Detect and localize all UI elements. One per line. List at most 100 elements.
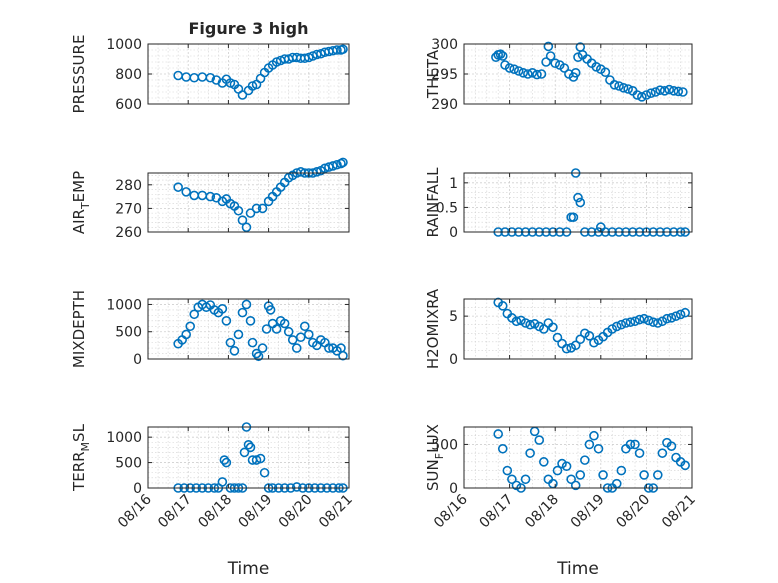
data-point [584,439,595,450]
x-tick-label: 08/20 [613,492,653,532]
series-mixdepth [173,299,348,362]
data-point [497,51,508,61]
data-point [283,326,294,337]
data-point [671,311,681,321]
series-theta [491,41,688,102]
data-point [575,334,586,345]
data-point [621,318,631,328]
axes-box [147,172,350,233]
x-tick-label: 08/21 [659,492,699,532]
data-point [552,332,563,343]
data-point [646,88,656,98]
data-point [221,316,232,326]
data-point [189,309,200,320]
data-point [513,66,524,76]
data-point [504,63,515,73]
subplot-h2omixra: 0 5 H2OMIXRA [424,288,693,369]
data-point [225,337,236,348]
data-point [497,443,508,454]
x-tick-label: 08/17 [477,492,517,532]
data-point [575,197,586,208]
data-point [639,470,649,480]
data-point [185,321,196,332]
x-axis-label: Time [556,559,599,579]
data-point [518,68,529,78]
data-point [495,49,506,60]
y-axis-label: SUNFLUX [424,424,446,491]
data-point [634,314,645,325]
data-point [570,68,581,78]
data-point [630,439,640,450]
data-point [245,316,256,326]
data-point [221,457,232,468]
data-point [332,45,342,55]
data-point [259,467,270,478]
data-point [241,222,252,233]
data-point [243,439,254,450]
data-point [573,192,583,203]
data-point [205,72,216,83]
data-point [680,307,690,318]
x-tick-label: 08/16 [431,491,471,531]
subplot-terr_msl: 0 500 1000 TERRMSL 08/16 08/17 08/18 08/19 08/20… [70,422,356,579]
data-point [600,67,611,77]
data-point [659,86,670,96]
data-point [614,81,624,91]
series-pressure [173,44,348,100]
subplot-pressure: 600 800 1000 PRESSURE Figure 3 high [70,19,350,113]
x-tick-label: 08/16 [115,491,155,531]
y-tick-label: 1 [449,176,458,192]
data-point [239,447,250,458]
data-point [548,322,558,333]
data-point [630,316,640,327]
data-point [652,470,663,480]
data-point [655,85,665,95]
data-point [580,455,590,465]
data-point [589,430,599,441]
y-tick-label: 1000 [106,297,142,313]
data-point [561,343,572,354]
x-tick-label: 08/21 [316,492,356,532]
y-tick-label: 0 [449,481,458,497]
data-point [253,351,264,362]
data-point [637,92,647,102]
data-point [652,318,663,328]
data-point [299,321,310,332]
data-point [662,313,672,324]
y-tick-label: 0 [133,481,142,497]
data-point [219,455,230,465]
y-axis-label: MIXDEPTH [70,290,88,368]
data-point [265,305,276,315]
y-tick-label: 5 [449,309,458,325]
data-point [509,64,519,74]
subplot-mixdepth: 0 500 1000 MIXDEPTH [70,290,350,368]
data-point [257,203,268,214]
y-tick-label: 500 [115,456,142,472]
data-point [550,58,561,69]
data-point [616,319,627,330]
data-point [591,62,602,72]
data-point [623,84,633,94]
data-point [584,331,595,341]
axes-box [147,426,350,489]
data-point [237,307,248,318]
x-tick-label: 08/19 [568,492,608,532]
data-point [664,84,675,95]
data-point [525,448,535,458]
y-axis-label: THETA [424,49,442,99]
chart-title: Figure 3 high [189,19,309,38]
data-point [295,332,306,342]
data-point [338,350,348,361]
data-point [181,187,191,197]
axes-box [463,172,693,233]
data-point [217,477,228,487]
data-point [257,343,268,353]
y-tick-label: 500 [115,325,142,341]
plot-area [464,299,692,359]
data-point [561,461,572,472]
data-point [648,317,659,327]
y-tick-label: 280 [115,178,142,194]
data-point [247,337,258,348]
